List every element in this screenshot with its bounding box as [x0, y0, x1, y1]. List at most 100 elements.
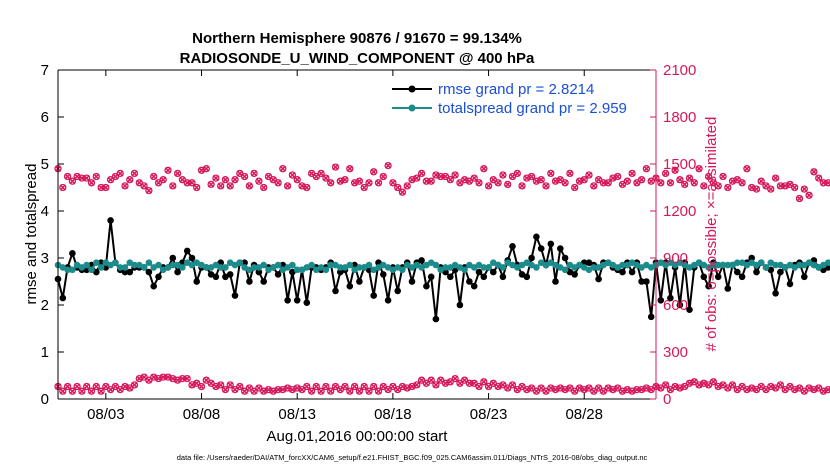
obs-marker-assimilated — [370, 383, 377, 390]
obs-marker-assimilated — [566, 170, 574, 177]
y-right-tick-label: 1800 — [663, 109, 696, 126]
obs-marker-possible — [508, 381, 517, 389]
obs-marker-possible — [585, 384, 593, 392]
obs-marker-assimilated — [69, 388, 76, 395]
obs-marker-assimilated — [581, 176, 588, 183]
data-point — [619, 261, 626, 269]
obs-marker-possible — [800, 387, 808, 395]
obs-marker-assimilated — [413, 381, 420, 389]
obs-marker-assimilated — [351, 383, 358, 390]
obs-marker-possible — [207, 180, 215, 189]
obs-marker-assimilated — [78, 388, 86, 395]
obs-marker-possible — [379, 172, 387, 181]
obs-marker-possible — [365, 179, 373, 187]
obs-marker-assimilated — [710, 378, 717, 385]
data-point — [724, 285, 732, 292]
obs-marker-assimilated — [428, 377, 435, 384]
obs-marker-possible — [121, 182, 129, 190]
obs-marker-assimilated — [217, 182, 224, 190]
obs-marker-possible — [547, 169, 555, 178]
obs-marker-assimilated — [432, 381, 440, 389]
obs-marker-possible — [824, 385, 830, 394]
obs-marker-assimilated — [499, 171, 507, 179]
obs-marker-assimilated — [399, 189, 406, 196]
obs-marker-assimilated — [322, 383, 330, 390]
data-point — [356, 278, 363, 285]
data-point — [183, 247, 191, 255]
data-point — [97, 264, 105, 271]
obs-marker-possible — [704, 172, 713, 181]
data-point — [786, 280, 794, 288]
obs-marker-possible — [422, 177, 431, 185]
obs-marker-assimilated — [313, 383, 320, 390]
y-right-tick-label: 1500 — [663, 156, 696, 173]
obs-marker-assimilated — [284, 182, 291, 190]
y-left-tick-label: 7 — [41, 62, 49, 79]
obs-marker-assimilated — [614, 173, 621, 180]
obs-marker-possible — [78, 387, 86, 395]
data-point — [236, 259, 244, 267]
data-point — [203, 264, 210, 271]
obs-marker-possible — [724, 183, 732, 192]
obs-marker-possible — [585, 171, 593, 179]
data-point — [169, 261, 177, 269]
obs-marker-assimilated — [174, 170, 181, 177]
obs-marker-assimilated — [97, 388, 105, 395]
obs-marker-possible — [87, 179, 96, 187]
obs-marker-assimilated — [207, 181, 215, 188]
obs-marker-possible — [681, 382, 689, 391]
data-point — [499, 264, 507, 271]
obs-marker-possible — [236, 382, 244, 391]
y-axis-left-label: rmse and totalspread — [23, 164, 40, 305]
obs-marker-possible — [78, 174, 86, 182]
obs-marker-possible — [709, 378, 718, 386]
legend-entry: totalspread grand pr = 2.959 — [392, 100, 627, 117]
obs-marker-assimilated — [327, 179, 334, 186]
obs-marker-assimilated — [719, 173, 727, 180]
obs-marker-possible — [274, 385, 282, 394]
obs-marker-assimilated — [590, 182, 597, 190]
obs-marker-possible — [446, 378, 454, 386]
obs-marker-assimilated — [294, 176, 301, 183]
data-point — [179, 264, 186, 271]
obs-marker-assimilated — [227, 182, 234, 190]
data-point — [59, 294, 67, 302]
data-point — [628, 268, 636, 276]
obs-marker-assimilated — [317, 388, 325, 395]
data-point — [432, 315, 440, 323]
obs-marker-possible — [413, 174, 421, 182]
obs-marker-assimilated — [236, 383, 243, 390]
data-point — [423, 282, 430, 290]
obs-marker-possible — [250, 169, 258, 178]
obs-marker-possible — [374, 179, 383, 187]
data-point — [714, 261, 722, 269]
obs-marker-assimilated — [418, 170, 425, 177]
obs-marker-assimilated — [805, 192, 813, 199]
x-tick-label: 08/23 — [470, 406, 508, 423]
obs-marker-assimilated — [346, 388, 353, 395]
data-point — [638, 278, 645, 285]
obs-marker-possible — [188, 179, 196, 187]
obs-marker-possible — [475, 382, 483, 391]
obs-marker-possible — [810, 168, 818, 176]
obs-marker-possible — [255, 384, 263, 392]
obs-marker-possible — [537, 176, 545, 184]
obs-marker-assimilated — [686, 174, 693, 182]
obs-marker-possible — [307, 387, 316, 395]
obs-marker-assimilated — [69, 178, 76, 185]
obs-marker-assimilated — [64, 173, 71, 180]
data-point — [447, 273, 454, 281]
data-point — [116, 264, 124, 271]
obs-marker-assimilated — [447, 176, 454, 183]
obs-marker-assimilated — [375, 388, 382, 395]
obs-marker-possible — [312, 382, 320, 391]
obs-marker-possible — [169, 182, 177, 190]
obs-marker-assimilated — [758, 178, 765, 185]
obs-marker-assimilated — [514, 170, 521, 177]
obs-marker-possible — [279, 165, 287, 173]
obs-marker-assimilated — [389, 179, 397, 186]
obs-marker-possible — [217, 381, 225, 389]
data-point — [107, 217, 114, 224]
obs-marker-possible — [346, 165, 354, 173]
